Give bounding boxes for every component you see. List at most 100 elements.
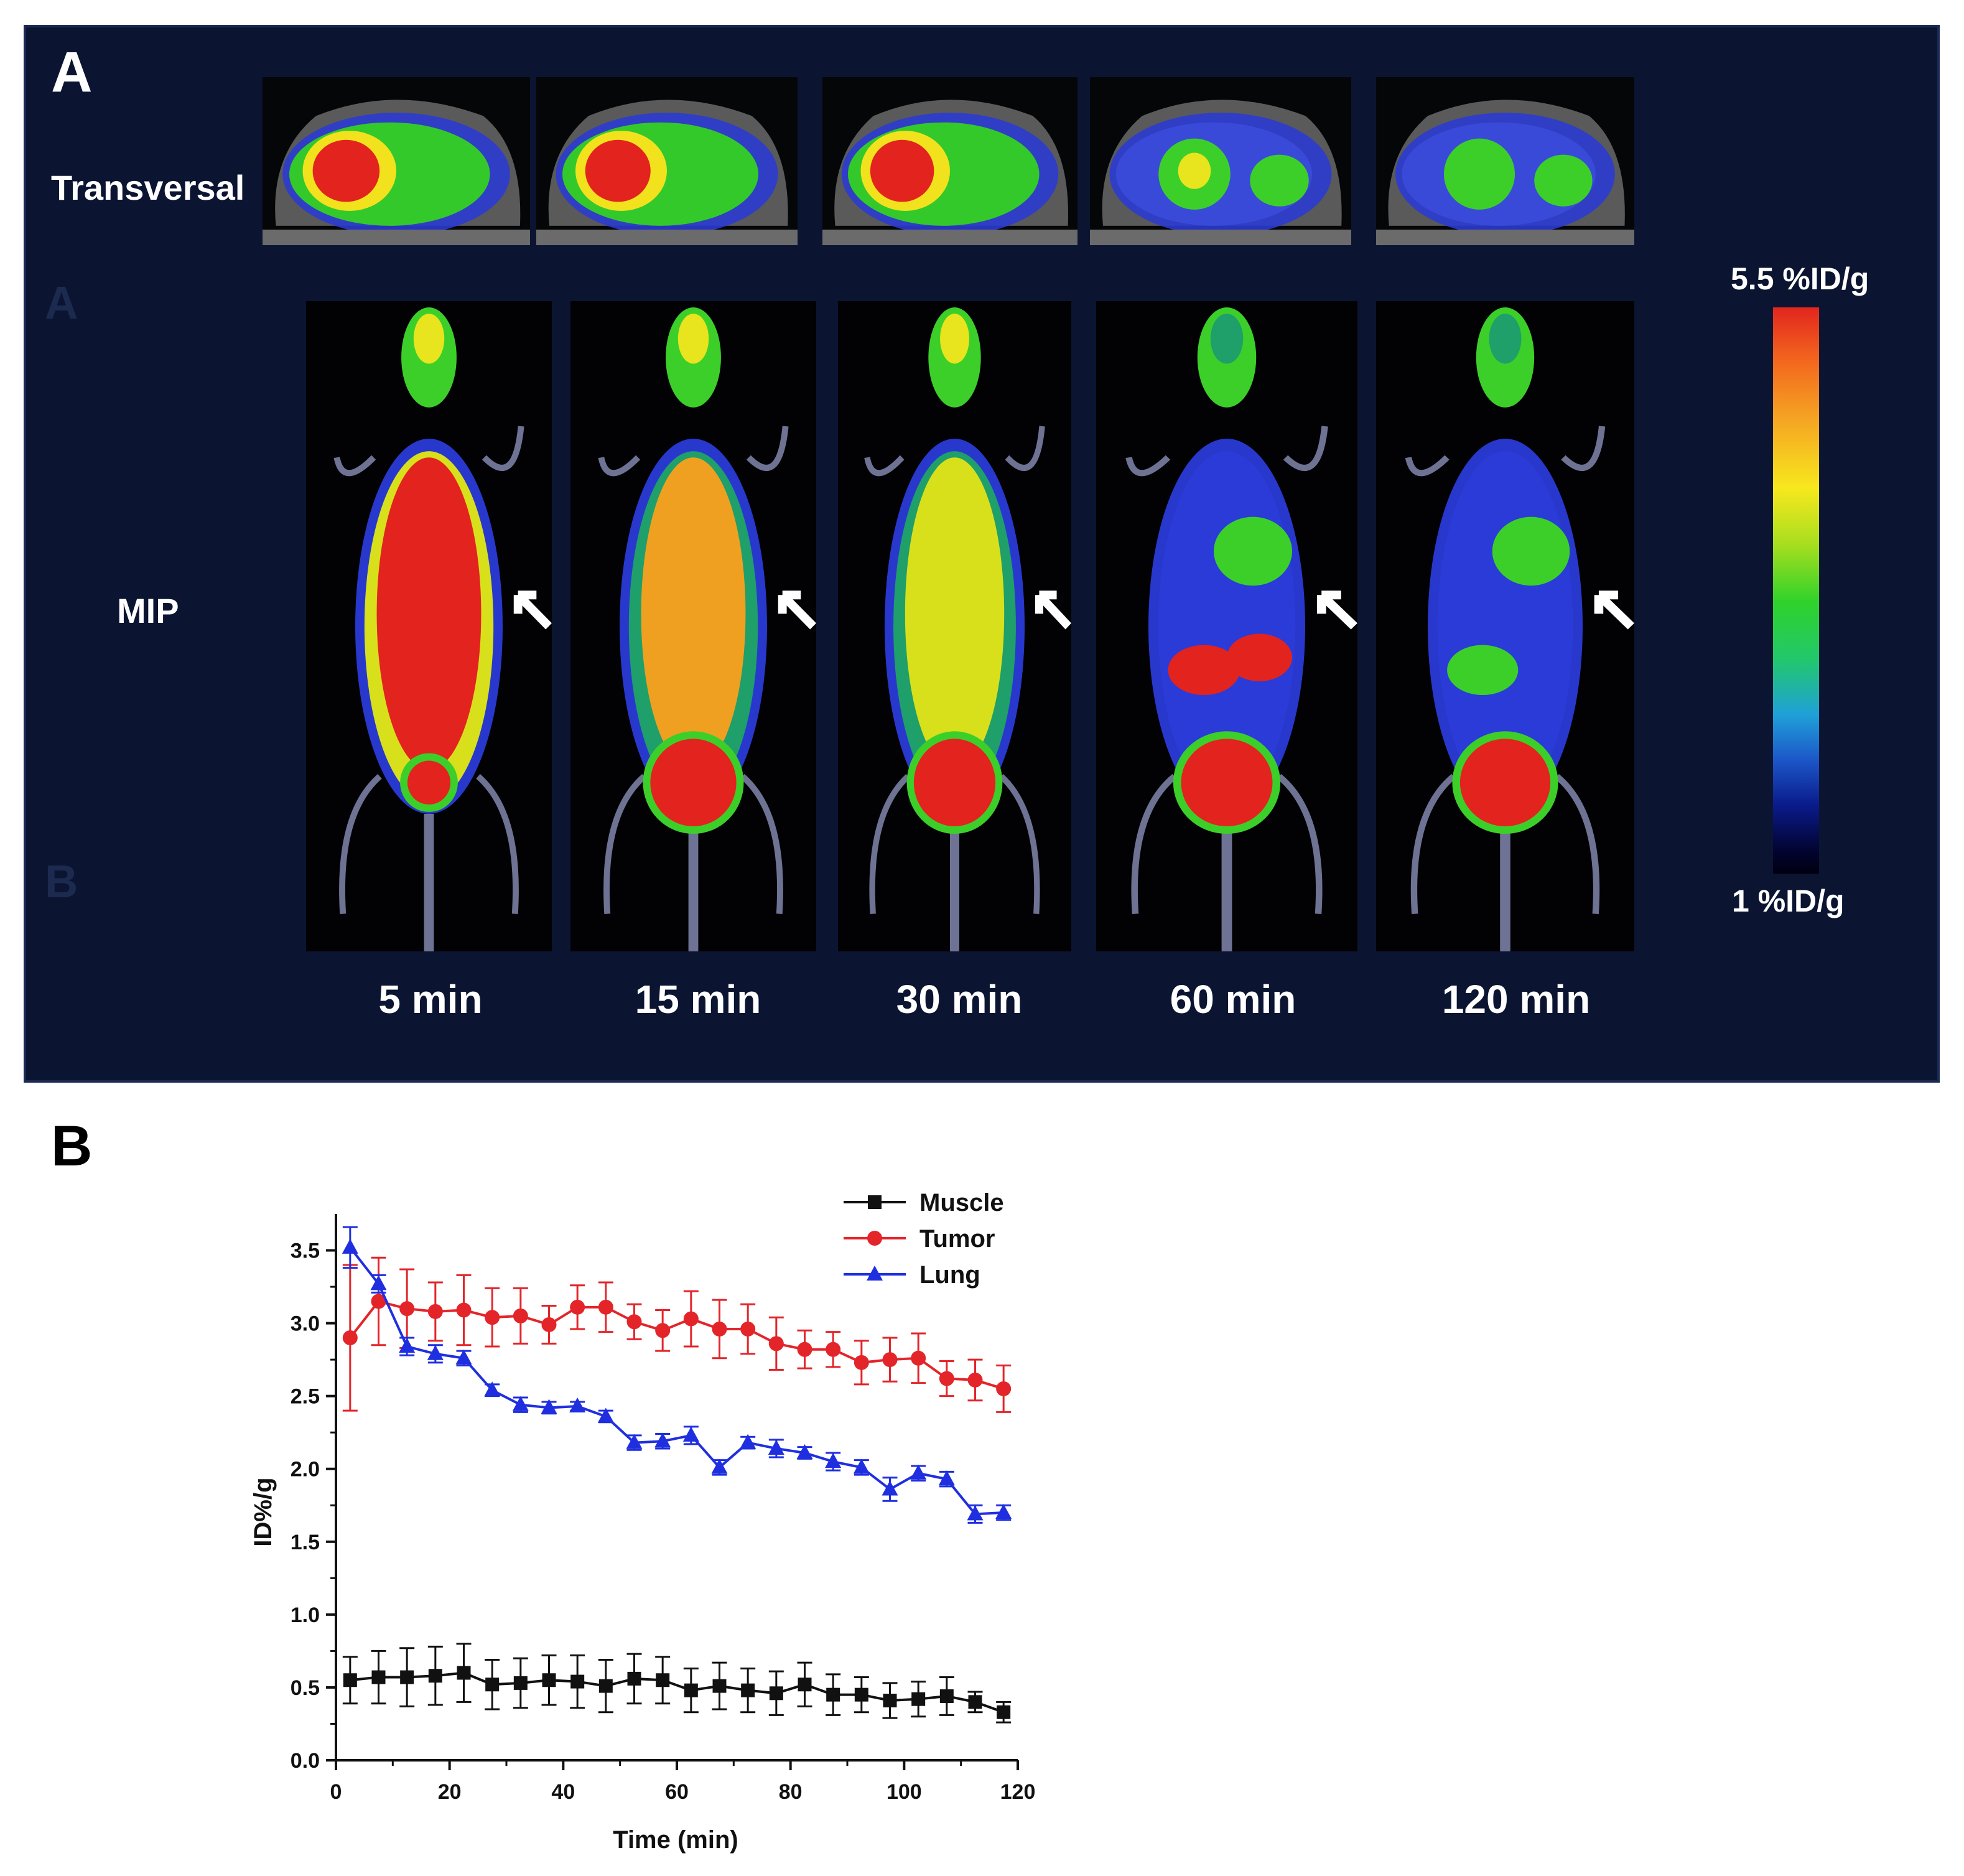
lung-point (995, 1503, 1012, 1519)
tumor-point (768, 1336, 784, 1351)
legend-label: Muscle (919, 1189, 1004, 1216)
muscle-point (769, 1686, 783, 1701)
y-tick-label: 2.0 (291, 1458, 320, 1482)
lung-point (882, 1480, 898, 1496)
mip-image (570, 301, 816, 951)
time-label-60: 60 min (1170, 977, 1296, 1022)
tumor-point (342, 1330, 358, 1346)
tumor-point (513, 1308, 528, 1323)
row-label-transversal: Transversal (51, 168, 245, 207)
muscle-point (684, 1683, 698, 1697)
legend-marker (867, 1231, 882, 1246)
x-tick-label: 0 (330, 1780, 342, 1804)
muscle-point (826, 1687, 840, 1702)
muscle-point (542, 1673, 556, 1687)
chart-axes: 0 20 40 60 80 100 120 0.0 0.5 1.0 1.5 2.0 2.5 3.0 3.5 (291, 1214, 1036, 1804)
time-label-30: 30 min (896, 977, 1023, 1022)
colorbar-max-label: 5.5 %ID/g (1731, 261, 1869, 296)
mip-image (306, 301, 552, 951)
muscle-point (911, 1692, 926, 1706)
tumor-line (349, 1300, 1004, 1390)
panel-b-letter: B (51, 1114, 93, 1178)
muscle-point (939, 1689, 954, 1703)
tumor-point (541, 1317, 557, 1332)
x-tick-label: 20 (438, 1780, 462, 1804)
muscle-point (400, 1670, 414, 1684)
legend-item-muscle: Muscle (844, 1189, 1004, 1216)
transversal-slice (1090, 77, 1351, 245)
y-tick-label: 3.0 (291, 1312, 320, 1336)
muscle-point (968, 1695, 982, 1709)
muscle-point (712, 1679, 727, 1693)
lung-point (853, 1458, 870, 1474)
tumor-point (485, 1310, 500, 1325)
lung-point (682, 1426, 699, 1442)
tumor-point (911, 1350, 926, 1366)
panel-a: A A B Transversal MIP 5 min 15 min 30 mi… (24, 25, 1940, 1083)
mip-image (1376, 301, 1634, 951)
lung-point (399, 1338, 416, 1353)
lung-point (541, 1399, 557, 1414)
tumor-arrow-icon (1594, 590, 1634, 630)
y-tick-label: 3.5 (291, 1239, 320, 1263)
transversal-slice (263, 77, 530, 245)
muscle-point (343, 1673, 357, 1687)
tumor-point (996, 1381, 1012, 1396)
tumor-point (826, 1342, 841, 1357)
muscle-point (570, 1674, 585, 1689)
muscle-point (854, 1687, 868, 1702)
lung-point (910, 1464, 927, 1480)
chart-series (342, 1226, 1012, 1724)
tumor-point (797, 1342, 812, 1357)
muscle-point (428, 1669, 442, 1683)
y-axis-label: ID%/g (249, 1477, 277, 1546)
tumor-point (427, 1304, 443, 1319)
uptake-chart: 0 20 40 60 80 100 1200.00.51.01.52.02.53.03.5 … (249, 1189, 1036, 1854)
y-tick-label: 1.0 (291, 1603, 320, 1627)
tumor-point (655, 1323, 671, 1338)
chart-legend: Muscle Tumor Lung (844, 1189, 1004, 1289)
muscle-point (883, 1694, 897, 1708)
lung-point (938, 1470, 955, 1486)
panel-a-letter: A (51, 40, 93, 104)
mip-image (1096, 301, 1357, 951)
tumor-arrow-icon (513, 590, 552, 630)
lung-point (654, 1432, 671, 1448)
lung-point (455, 1349, 472, 1365)
tumor-arrow-icon (1316, 590, 1357, 630)
muscle-point (656, 1673, 670, 1687)
x-tick-label: 100 (887, 1780, 922, 1804)
muscle-line (350, 1671, 1004, 1714)
series-muscle (342, 1643, 1012, 1724)
time-label-15: 15 min (635, 977, 761, 1022)
y-tick-label: 0.5 (291, 1676, 320, 1700)
series-lung (342, 1226, 1012, 1524)
legend-label: Tumor (919, 1225, 995, 1253)
muscle-point (457, 1666, 471, 1680)
tumor-point (854, 1355, 869, 1370)
tumor-point (456, 1302, 472, 1318)
tumor-point (371, 1294, 386, 1309)
muscle-point (371, 1670, 386, 1684)
lung-point (825, 1453, 842, 1468)
lung-point (796, 1444, 813, 1459)
tumor-point (882, 1352, 898, 1368)
y-tick-label: 1.5 (291, 1531, 320, 1554)
muscle-point (513, 1676, 528, 1690)
lung-point (427, 1345, 444, 1360)
row-label-mip: MIP (117, 591, 179, 630)
lung-point (626, 1434, 643, 1449)
lung-point (342, 1238, 358, 1254)
x-tick-label: 80 (779, 1780, 803, 1804)
x-tick-label: 120 (1000, 1780, 1036, 1804)
time-label-5: 5 min (378, 977, 483, 1022)
legend-marker (868, 1195, 882, 1209)
muscle-point (741, 1683, 755, 1697)
muscle-point (627, 1671, 641, 1686)
lung-point (597, 1407, 614, 1423)
transversal-slice (536, 77, 798, 245)
muscle-point (598, 1679, 613, 1693)
time-label-120: 120 min (1441, 977, 1591, 1022)
colorbar (1773, 307, 1819, 874)
lung-point (484, 1381, 501, 1397)
